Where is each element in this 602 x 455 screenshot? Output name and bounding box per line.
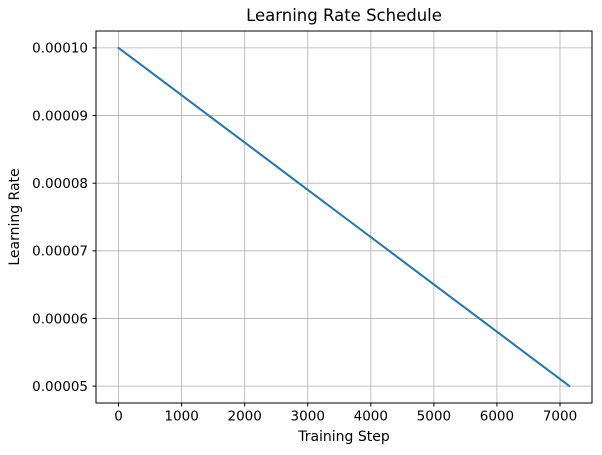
y-tick-label: 0.00006 [32, 311, 88, 327]
y-tick-label: 0.00009 [32, 108, 88, 124]
x-tick-label: 7000 [543, 409, 577, 425]
x-axis-label: Training Step [298, 429, 390, 445]
y-tick-label: 0.00008 [32, 176, 88, 192]
x-tick-label: 2000 [227, 409, 261, 425]
x-tick-label: 5000 [417, 409, 451, 425]
chart-title: Learning Rate Schedule [246, 6, 442, 25]
y-tick-label: 0.00010 [32, 41, 88, 57]
x-tick-label: 6000 [480, 409, 514, 425]
x-tick-label: 4000 [354, 409, 388, 425]
y-tick-label: 0.00005 [32, 379, 88, 395]
y-tick-label: 0.00007 [32, 244, 88, 260]
x-tick-label: 0 [114, 409, 123, 425]
axes-frame [95, 30, 593, 404]
x-tick-label: 1000 [164, 409, 198, 425]
x-tick-label: 3000 [291, 409, 325, 425]
series-line-learning-rate-schedule [117, 46, 571, 388]
